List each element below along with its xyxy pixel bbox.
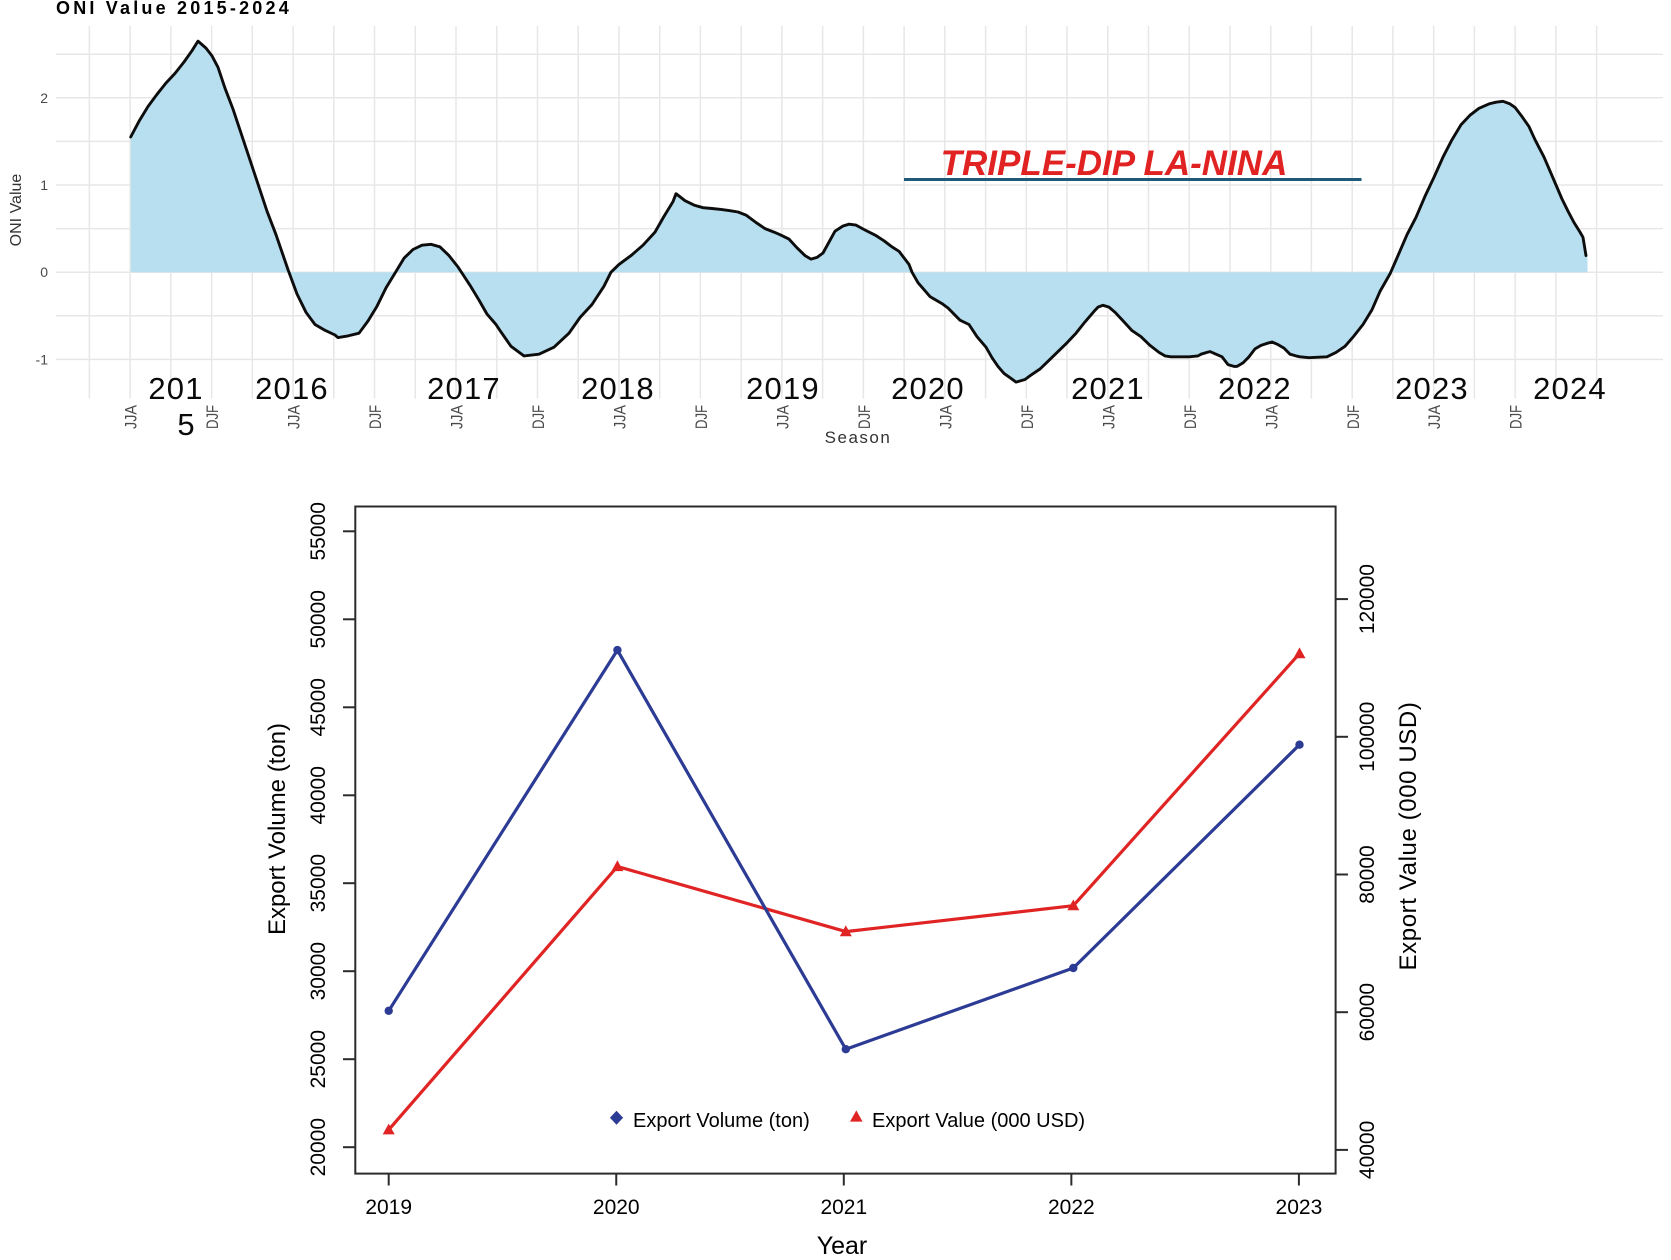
svg-text:Export Volume (ton): Export Volume (ton) [264, 723, 291, 935]
svg-text:Year: Year [817, 1232, 868, 1255]
svg-text:DJF: DJF [203, 405, 222, 429]
svg-text:TRIPLE-DIP LA-NINA: TRIPLE-DIP LA-NINA [941, 144, 1288, 183]
svg-text:JJA: JJA [122, 404, 141, 429]
svg-text:DJF: DJF [1018, 405, 1037, 429]
svg-text:2019: 2019 [365, 1196, 412, 1219]
svg-text:60000: 60000 [1356, 983, 1379, 1041]
svg-text:2024: 2024 [1533, 371, 1607, 406]
svg-text:2017: 2017 [427, 371, 501, 406]
svg-text:5: 5 [177, 407, 194, 442]
svg-text:20000: 20000 [307, 1118, 330, 1176]
svg-text:JJA: JJA [448, 404, 467, 429]
svg-text:35000: 35000 [307, 854, 330, 912]
svg-text:80000: 80000 [1356, 845, 1379, 903]
svg-text:2019: 2019 [746, 371, 820, 406]
svg-text:2: 2 [40, 90, 48, 106]
svg-text:ONI Value: ONI Value [8, 174, 25, 247]
svg-text:2016: 2016 [255, 371, 329, 406]
svg-text:DJF: DJF [1344, 405, 1363, 429]
svg-text:0: 0 [40, 264, 48, 280]
svg-text:100000: 100000 [1356, 702, 1379, 772]
svg-text:JJA: JJA [1099, 404, 1118, 429]
svg-text:DJF: DJF [692, 405, 711, 429]
svg-text:2021: 2021 [820, 1196, 867, 1219]
svg-text:30000: 30000 [307, 942, 330, 1000]
svg-text:120000: 120000 [1356, 564, 1379, 634]
svg-text:2023: 2023 [1395, 371, 1469, 406]
svg-text:ONI Value 2015-2024: ONI Value 2015-2024 [56, 0, 292, 18]
svg-text:2021: 2021 [1071, 371, 1145, 406]
svg-text:Export Volume (ton): Export Volume (ton) [633, 1110, 810, 1132]
svg-text:Export Value (000 USD): Export Value (000 USD) [1395, 702, 1422, 971]
svg-text:2020: 2020 [593, 1196, 640, 1219]
svg-text:2022: 2022 [1218, 371, 1292, 406]
svg-text:2018: 2018 [581, 371, 655, 406]
svg-text:40000: 40000 [307, 766, 330, 824]
svg-text:-1: -1 [36, 351, 49, 367]
svg-text:DJF: DJF [366, 405, 385, 429]
svg-text:DJF: DJF [1181, 405, 1200, 429]
svg-text:JJA: JJA [1425, 404, 1444, 429]
svg-text:JJA: JJA [611, 404, 630, 429]
svg-text:2020: 2020 [891, 371, 965, 406]
svg-text:JJA: JJA [774, 404, 793, 429]
svg-text:JJA: JJA [285, 404, 304, 429]
svg-text:DJF: DJF [1507, 405, 1526, 429]
svg-text:Season: Season [825, 428, 892, 447]
svg-text:DJF: DJF [529, 405, 548, 429]
svg-text:50000: 50000 [307, 590, 330, 648]
svg-text:JJA: JJA [1262, 404, 1281, 429]
svg-text:55000: 55000 [307, 502, 330, 560]
svg-text:DJF: DJF [855, 405, 874, 429]
svg-text:JJA: JJA [936, 404, 955, 429]
svg-text:40000: 40000 [1356, 1121, 1379, 1179]
svg-text:45000: 45000 [307, 678, 330, 736]
svg-text:2023: 2023 [1276, 1196, 1323, 1219]
svg-text:25000: 25000 [307, 1030, 330, 1088]
svg-text:1: 1 [40, 177, 48, 193]
svg-text:2022: 2022 [1048, 1196, 1095, 1219]
svg-text:201: 201 [148, 371, 203, 406]
svg-text:Export Value (000 USD): Export Value (000 USD) [872, 1110, 1085, 1132]
